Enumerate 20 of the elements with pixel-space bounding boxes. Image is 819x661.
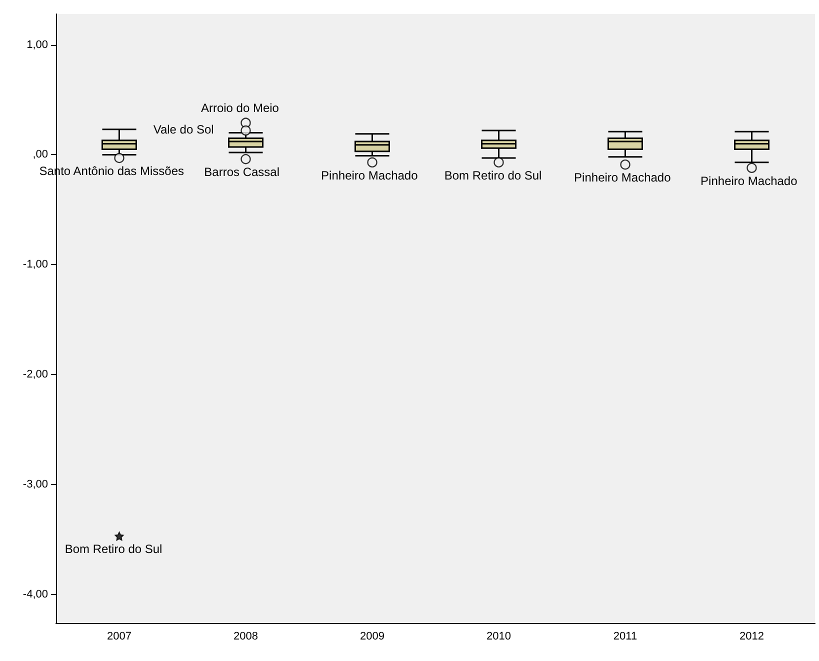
y-tick-label: -2,00 <box>22 368 48 381</box>
x-tick-label: 2010 <box>486 630 511 642</box>
x-tick-label: 2009 <box>360 630 384 642</box>
annotation: Arroio do Meio <box>200 100 280 115</box>
x-tick-label: 2007 <box>107 630 132 642</box>
annotation: Bom Retiro do Sul <box>444 168 542 182</box>
y-tick-label: -1,00 <box>22 258 48 271</box>
annotation: Pinheiro Machado <box>700 174 798 188</box>
annotation: Barros Cassal <box>204 165 280 180</box>
annotation: Vale do Sol <box>153 122 214 137</box>
y-tick-label: -3,00 <box>22 478 48 490</box>
x-tick-label: 2011 <box>613 630 638 642</box>
annotation: Bom Retiro do Sul <box>64 542 162 556</box>
y-tick-label: 1,00 <box>26 38 48 51</box>
y-tick-label: ,00 <box>32 148 48 161</box>
x-tick-label: 2012 <box>740 630 764 642</box>
annotation: Pinheiro Machado <box>574 170 672 185</box>
x-tick-label: 2008 <box>234 630 258 642</box>
annotation: Pinheiro Machado <box>321 168 418 182</box>
y-tick-label: -4,00 <box>22 588 48 600</box>
